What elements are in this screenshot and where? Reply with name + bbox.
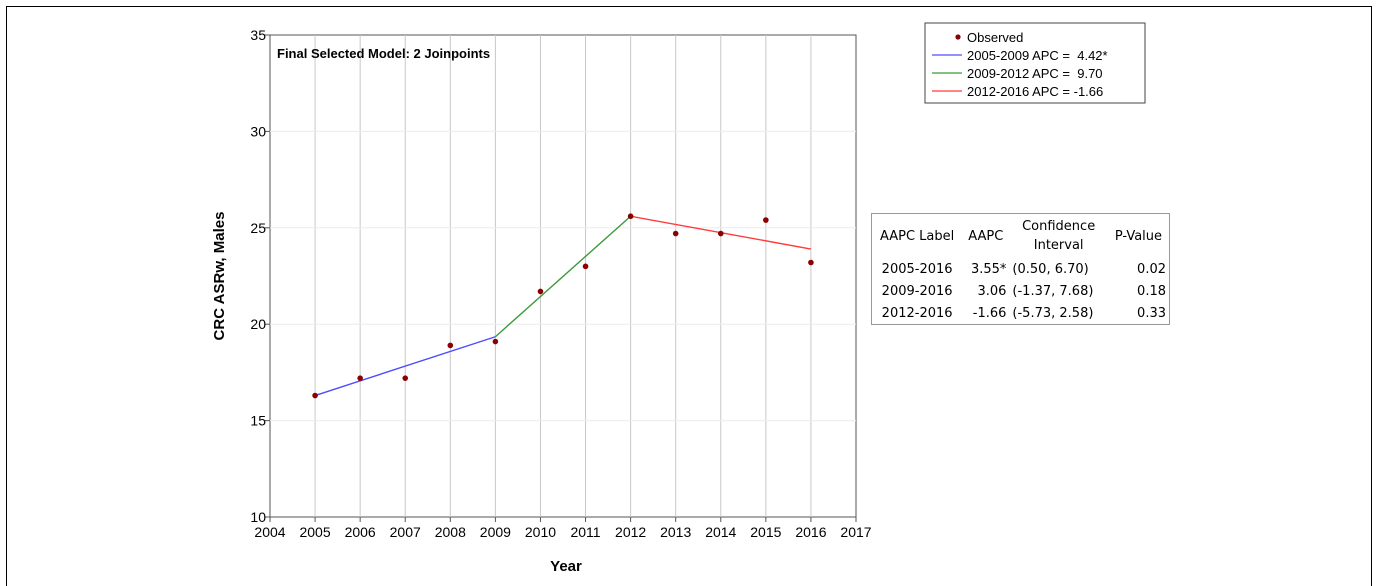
- y-tick-label: 20: [250, 316, 266, 332]
- cell-ci: (0.50, 6.70): [1012, 261, 1089, 277]
- observed-point: [492, 338, 499, 345]
- header-confidence-interval: Confidence Interval: [1009, 214, 1107, 258]
- segment-line-2: [494, 215, 632, 338]
- x-axis-label: Year: [550, 558, 582, 575]
- aapc-table: AAPC Label AAPC Confidence Interval P-Va…: [871, 213, 1170, 325]
- header-ci-line1: Confidence: [1022, 219, 1096, 234]
- y-tick-label: 10: [250, 509, 266, 525]
- x-tick-label: 2009: [480, 524, 511, 540]
- legend-marker-observed: [955, 34, 961, 40]
- observed-point: [672, 230, 679, 237]
- cell-p: 0.02: [1137, 261, 1166, 277]
- legend-label-segment-3: 2012-2016 APC = -1.66: [967, 84, 1103, 99]
- y-tick-label: 35: [250, 27, 266, 43]
- observed-point: [357, 375, 363, 381]
- x-tick-label: 2016: [795, 524, 826, 540]
- x-tick-label: 2005: [299, 524, 330, 540]
- cell-aapc: -1.66: [972, 305, 1007, 321]
- observed-point: [447, 342, 454, 349]
- cell-p: 0.18: [1137, 283, 1166, 299]
- header-aapc: AAPC: [968, 228, 1004, 244]
- table-row: 2009-2016 3.06 (-1.37, 7.68) 0.18: [872, 280, 1169, 302]
- y-tick-label: 30: [250, 123, 266, 139]
- cell-ci: (-5.73, 2.58): [1012, 305, 1094, 321]
- x-tick-label: 2011: [570, 524, 600, 540]
- legend-label-observed: Observed: [967, 30, 1023, 45]
- observed-points: [312, 213, 814, 399]
- y-tick-label: 15: [250, 413, 266, 429]
- legend-label-segment-2: 2009-2012 APC = 9.70: [967, 66, 1103, 81]
- header-p-value: P-Value: [1114, 228, 1163, 244]
- y-axis-label: CRC ASRw, Males: [211, 212, 228, 341]
- observed-point: [627, 213, 634, 220]
- x-tick-label: 2010: [525, 524, 556, 540]
- x-tick-label: 2007: [390, 524, 421, 540]
- x-tick-label: 2015: [750, 524, 781, 540]
- aapc-table-header-row: AAPC Label AAPC Confidence Interval P-Va…: [872, 214, 1169, 258]
- cell-label: 2005-2016: [881, 261, 953, 277]
- header-ci-line2: Interval: [1033, 238, 1084, 253]
- cell-aapc: 3.55*: [970, 261, 1007, 277]
- cell-ci: (-1.37, 7.68): [1012, 283, 1094, 299]
- x-tick-label: 2012: [615, 524, 646, 540]
- header-aapc-label: AAPC Label: [879, 228, 955, 244]
- x-tick-label: 2004: [254, 524, 285, 540]
- observed-point: [582, 263, 589, 270]
- observed-point: [808, 259, 814, 266]
- segment-line-1: [314, 336, 496, 397]
- x-tick-label: 2017: [840, 524, 871, 540]
- figure-frame: [6, 6, 1372, 586]
- x-tick-label: 2014: [705, 524, 736, 540]
- x-tick-label: 2006: [345, 524, 376, 540]
- chart-title: Final Selected Model: 2 Joinpoints: [277, 46, 490, 61]
- observed-point: [402, 375, 409, 381]
- grid-lines: [270, 35, 856, 517]
- legend-box: [924, 22, 1146, 104]
- legend-label-segment-1: 2005-2009 APC = 4.42*: [967, 48, 1108, 63]
- observed-point: [312, 392, 318, 399]
- table-row: 2012-2016 -1.66 (-5.73, 2.58) 0.33: [872, 302, 1169, 324]
- cell-p: 0.33: [1137, 305, 1166, 321]
- observed-point: [763, 217, 769, 223]
- y-tick-label: 25: [250, 220, 266, 236]
- cell-label: 2012-2016: [881, 305, 953, 321]
- axes: 2004 2005 2006 2007 2008 2009 2010 2011 2012 2013…: [250, 27, 871, 540]
- table-row: 2005-2016 3.55* (0.50, 6.70) 0.02: [872, 258, 1169, 280]
- observed-point: [537, 288, 544, 295]
- x-tick-label: 2008: [435, 524, 466, 540]
- cell-aapc: 3.06: [977, 283, 1007, 299]
- legend: Observed 2005-2009 APC = 4.42* 2009-2012…: [924, 22, 1146, 104]
- observed-point: [717, 230, 724, 237]
- cell-label: 2009-2016: [881, 283, 953, 299]
- x-tick-label: 2013: [660, 524, 691, 540]
